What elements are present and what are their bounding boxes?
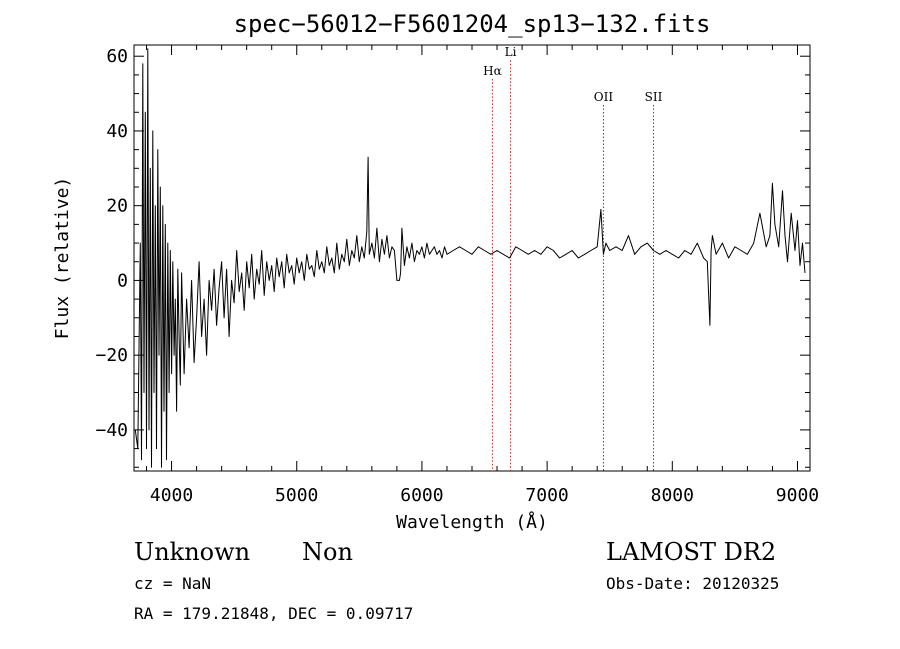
object-subclass: Non <box>302 538 353 566</box>
redshift-value: cz = NaN <box>134 574 212 593</box>
y-tick-label: −40 <box>95 420 128 441</box>
spectrum-line <box>134 48 806 468</box>
x-tick-label: 9000 <box>776 485 819 506</box>
x-axis-ticks: 4000 5000 6000 7000 8000 9000 <box>146 45 819 506</box>
y-tick-label: 40 <box>106 121 128 142</box>
observation-date: Obs-Date: 20120325 <box>606 574 780 593</box>
x-tick-label: 5000 <box>275 485 318 506</box>
y-axis-ticks: −40 −20 0 20 40 60 <box>95 46 810 468</box>
x-tick-label: 8000 <box>651 485 694 506</box>
chart-title: spec−56012−F5601204_sp13−132.fits <box>234 10 711 38</box>
plot-frame <box>133 44 811 472</box>
y-axis-label: Flux (relative) <box>52 177 73 340</box>
reference-line-label: Hα <box>483 64 502 78</box>
y-tick-label: 20 <box>106 196 128 217</box>
coordinates: RA = 179.21848, DEC = 0.09717 <box>134 604 414 623</box>
reference-line-label: SII <box>645 90 663 104</box>
x-axis-label: Wavelength (Å) <box>396 511 548 533</box>
reference-line-label: OII <box>594 90 614 104</box>
spectrum-series <box>134 48 806 468</box>
y-tick-label: 60 <box>106 46 128 67</box>
object-class: Unknown <box>134 538 251 566</box>
survey-name: LAMOST DR2 <box>606 538 777 566</box>
reference-line-label: Li <box>505 45 517 59</box>
x-tick-label: 7000 <box>525 485 568 506</box>
x-tick-label: 4000 <box>150 485 193 506</box>
y-tick-label: 0 <box>117 270 128 291</box>
x-tick-label: 6000 <box>400 485 443 506</box>
y-tick-label: −20 <box>95 345 128 366</box>
